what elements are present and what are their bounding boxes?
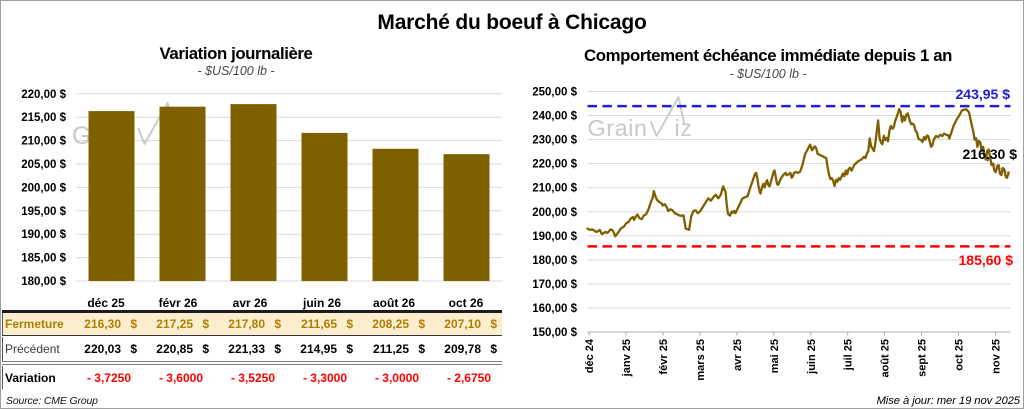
line-x-axis-label: déc 24 — [584, 338, 596, 373]
watermark-right-text: Grain — [588, 115, 648, 141]
bar-category-label: juin 26 — [302, 296, 341, 310]
line-y-axis-label: 220,00 $ — [532, 159, 577, 171]
watermark-right-text: iz — [675, 115, 693, 141]
line-y-axis-label: 150,00 $ — [532, 327, 577, 339]
line-y-axis-label: 240,00 $ — [532, 111, 577, 123]
bar — [372, 148, 419, 281]
bar — [301, 132, 348, 281]
line-y-axis-label: 170,00 $ — [532, 279, 577, 291]
bar-category-label: févr 26 — [159, 296, 198, 310]
last-label-leader-line — [992, 163, 1009, 174]
watermark-right-zigzag — [649, 96, 686, 137]
line-x-axis-label: oct 25 — [954, 339, 966, 371]
line-chart-title: Comportement échéance immédiate depuis 1… — [584, 46, 952, 65]
bar — [88, 111, 135, 281]
source-note: Source: CME Group — [6, 395, 98, 407]
price-line — [586, 107, 1010, 238]
bar-y-axis-label: 220,00 $ — [21, 89, 66, 101]
bar — [159, 106, 206, 281]
bar-y-axis-label: 205,00 $ — [21, 159, 66, 171]
bar-y-axis-label: 195,00 $ — [21, 206, 66, 218]
bar-category-label: août 26 — [373, 296, 415, 310]
page-title: Marché du boeuf à Chicago — [377, 11, 647, 34]
line-y-axis-label: 200,00 $ — [532, 207, 577, 219]
bar-category-label: déc 25 — [87, 296, 125, 310]
bar-y-axis-label: 190,00 $ — [21, 229, 66, 241]
bar-chart-title: Variation journalière — [159, 43, 313, 63]
bar-y-axis-label: 185,00 $ — [21, 253, 66, 265]
updated-note: Mise à jour: mer 19 nov 2025 — [876, 394, 1020, 407]
line-x-axis-label: juil 25 — [843, 339, 855, 371]
line-y-axis-label: 230,00 $ — [532, 135, 577, 147]
last-price-label: 216,30 $ — [962, 145, 1018, 162]
line-y-axis-label: 180,00 $ — [532, 255, 577, 267]
bar-chart-subtitle: - $US/100 lb - — [197, 64, 275, 78]
line-x-axis-label: mars 25 — [695, 339, 707, 381]
low-reference-label: 185,60 $ — [958, 251, 1014, 268]
line-x-axis-label: janv 25 — [621, 339, 633, 377]
line-y-axis-label: 190,00 $ — [532, 231, 577, 243]
line-chart-subtitle: - $US/100 lb - — [729, 67, 807, 81]
bar — [443, 154, 490, 281]
line-x-axis-label: mai 25 — [769, 339, 781, 373]
line-x-axis-label: févr 25 — [658, 339, 670, 374]
bar-category-label: oct 26 — [449, 296, 484, 310]
bar-y-axis-label: 215,00 $ — [21, 112, 66, 124]
line-x-axis-label: avr 25 — [732, 339, 744, 371]
line-x-axis-label: août 25 — [880, 339, 892, 378]
bar-y-axis-label: 180,00 $ — [21, 276, 66, 288]
line-y-axis-label: 250,00 $ — [532, 87, 577, 99]
line-x-axis-label: sept 25 — [917, 339, 929, 377]
line-x-axis-label: nov 25 — [990, 339, 1002, 374]
bar-y-axis-label: 210,00 $ — [21, 136, 66, 148]
line-x-axis-label: juin 25 — [806, 339, 818, 375]
high-reference-label: 243,95 $ — [955, 86, 1011, 102]
line-y-axis-label: 160,00 $ — [532, 303, 577, 315]
line-y-axis-label: 210,00 $ — [532, 183, 577, 195]
bar-category-label: avr 26 — [233, 296, 268, 310]
bar-y-axis-label: 200,00 $ — [21, 182, 66, 194]
bar — [230, 104, 277, 281]
